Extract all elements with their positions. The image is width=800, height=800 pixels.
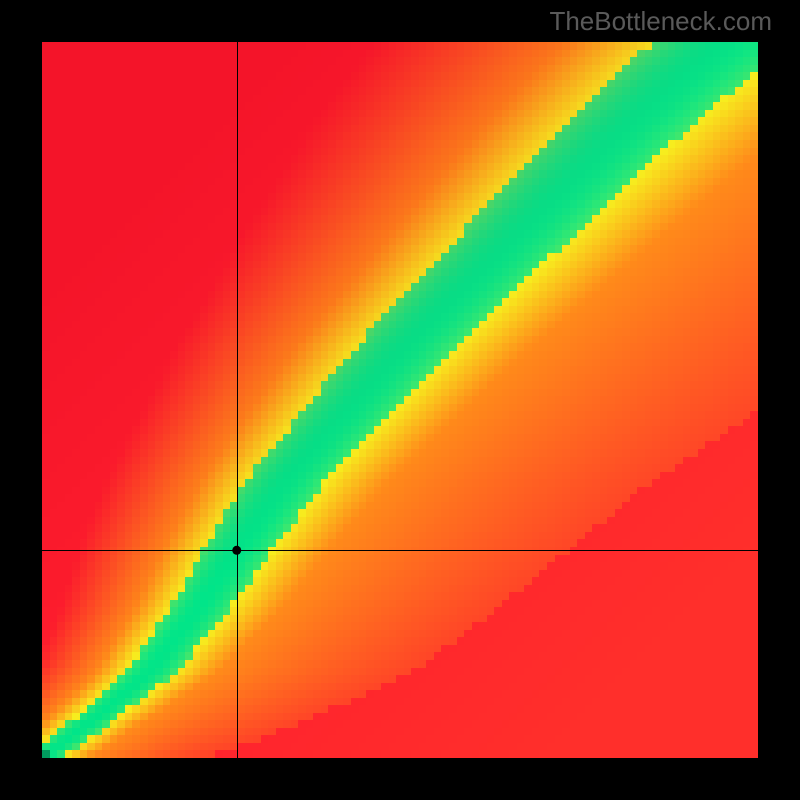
bottleneck-heatmap (42, 42, 758, 758)
watermark-text: TheBottleneck.com (549, 6, 772, 37)
chart-container: TheBottleneck.com (0, 0, 800, 800)
